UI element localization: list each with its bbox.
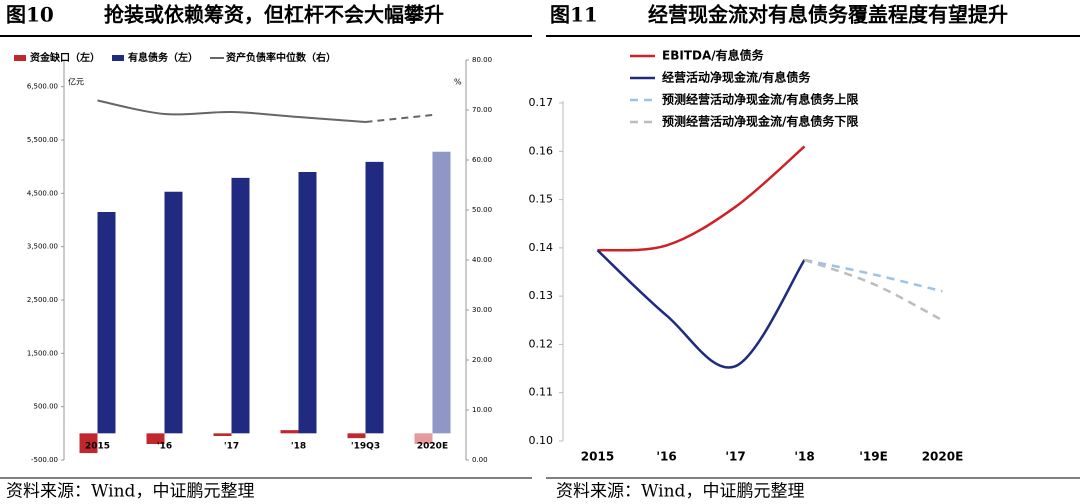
x-tick-label: '19E: [859, 450, 888, 464]
x-tick-label: '17: [725, 450, 745, 464]
x-tick-label: 2020E: [417, 442, 448, 452]
bar: [231, 177, 250, 434]
bar: [365, 161, 384, 434]
bar: [432, 151, 451, 434]
y-tick-label: 0.17: [529, 96, 554, 109]
bar: [97, 212, 116, 434]
x-tick-label: '19Q3: [351, 442, 380, 452]
bar: [164, 191, 183, 434]
y-tick-label: -500.00: [31, 456, 58, 464]
y-tick-label: 500.00: [34, 403, 59, 411]
y-tick-label: 0.10: [529, 434, 554, 447]
y-tick-label: 4,500.00: [27, 189, 58, 197]
legend-label: 资产负债率中位数（右）: [226, 51, 336, 64]
line: [804, 258, 944, 322]
y-tick-label: 5,500.00: [27, 136, 58, 144]
x-tick-label: 2015: [581, 450, 614, 464]
y-tick-label: 0.15: [529, 193, 554, 206]
y2-tick-label: 30.00: [472, 306, 492, 314]
y2-unit: %: [454, 78, 462, 87]
bar: [213, 433, 232, 436]
y-tick-label: 1,500.00: [27, 349, 58, 357]
bar: [298, 172, 317, 434]
y-tick-label: 0.14: [529, 241, 554, 254]
x-tick-label: '18: [291, 442, 306, 452]
legend-label: 预测经营活动净现金流/有息债务下限: [662, 114, 858, 129]
y-tick-label: 0.11: [529, 386, 554, 399]
figure-label: 图11: [550, 3, 598, 27]
line: [596, 249, 806, 369]
y2-tick-label: 40.00: [472, 256, 492, 264]
legend-label: EBITDA/有息债务: [662, 48, 765, 63]
bar: [414, 433, 433, 444]
y2-tick-label: 80.00: [472, 56, 492, 64]
y-tick-label: 0.13: [529, 289, 554, 302]
legend-label: 经营活动净现金流/有息债务: [662, 70, 811, 85]
chart-title: 经营现金流对有息债务覆盖程度有望提升: [648, 3, 1008, 27]
y2-tick-label: 20.00: [472, 356, 492, 364]
bar: [280, 430, 299, 434]
line: [97, 99, 366, 123]
line: [804, 258, 943, 293]
legend-label: 资金缺口（左）: [30, 51, 100, 64]
bar: [79, 433, 98, 454]
y-tick-label: 6,500.00: [27, 83, 58, 91]
bar: [347, 433, 366, 439]
line: [365, 114, 433, 123]
y2-tick-label: 50.00: [472, 206, 492, 214]
x-tick-label: '18: [794, 450, 814, 464]
x-tick-label: '16: [656, 450, 676, 464]
y2-tick-label: 70.00: [472, 106, 492, 114]
bar: [146, 433, 165, 444]
y-tick-label: 3,500.00: [27, 243, 58, 251]
y-tick-label: 2,500.00: [27, 296, 58, 304]
x-tick-label: '16: [157, 442, 172, 452]
legend-label: 预测经营活动净现金流/有息债务上限: [662, 92, 858, 107]
line: [597, 145, 806, 252]
y-unit: 亿元: [68, 77, 84, 87]
y-tick-label: 0.16: [529, 144, 554, 157]
x-tick-label: 2015: [85, 442, 110, 452]
legend-label: 有息债务（左）: [128, 51, 198, 64]
y-tick-label: 0.12: [529, 337, 554, 350]
source: 资料来源：Wind，中证鹏元整理: [556, 482, 804, 502]
source: 资料来源：Wind，中证鹏元整理: [6, 482, 254, 502]
figure-label: 图10: [6, 3, 54, 27]
legend-swatch: [14, 55, 26, 61]
x-tick-label: '17: [224, 442, 239, 452]
y2-tick-label: 10.00: [472, 406, 492, 414]
chart-title: 抢装或依赖筹资，但杠杆不会大幅攀升: [104, 3, 444, 27]
y2-tick-label: 0.00: [472, 456, 488, 464]
x-tick-label: 2020E: [922, 450, 964, 464]
legend-swatch: [112, 55, 124, 61]
y2-tick-label: 60.00: [472, 156, 492, 164]
